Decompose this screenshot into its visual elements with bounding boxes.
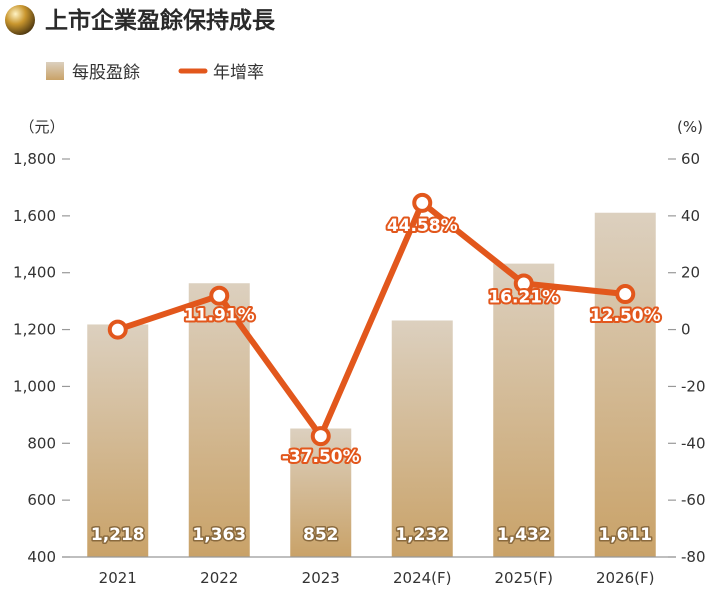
left-tick-label: 400 bbox=[27, 548, 56, 566]
growth-value-label: 16.21% bbox=[488, 287, 559, 307]
growth-line-series bbox=[107, 192, 636, 447]
growth-value-label: -37.50% bbox=[282, 447, 360, 467]
bars bbox=[87, 212, 656, 558]
x-tick-label: 2021 bbox=[99, 569, 137, 587]
right-tick-label: -80 bbox=[681, 548, 706, 566]
legend-label-growth: 年增率 bbox=[213, 63, 264, 83]
left-tick-label: 1,800 bbox=[13, 150, 56, 168]
growth-value-label: 44.58% bbox=[387, 216, 458, 236]
left-tick-label: 1,400 bbox=[13, 264, 56, 282]
right-tick-label: -40 bbox=[681, 434, 706, 452]
x-tick-label: 2022 bbox=[200, 569, 238, 587]
x-axis: 2021 2022 2023 2024(F) 2025(F) 2026(F) bbox=[99, 569, 655, 587]
legend-label-eps: 每股盈餘 bbox=[72, 63, 140, 83]
right-tick-label: 0 bbox=[681, 321, 691, 339]
legend: 每股盈餘 年增率 bbox=[46, 62, 264, 83]
eps-bar bbox=[493, 263, 555, 557]
left-axis: 400 600 800 1,000 1,200 1,400 1,600 1,800 bbox=[13, 150, 70, 566]
growth-point bbox=[310, 426, 331, 447]
left-tick-label: 1,000 bbox=[13, 377, 56, 395]
eps-value-label: 1,232 bbox=[395, 525, 449, 545]
x-tick-label: 2023 bbox=[302, 569, 340, 587]
x-tick-label: 2026(F) bbox=[596, 569, 655, 587]
left-tick-label: 600 bbox=[27, 491, 56, 509]
right-tick-label: -20 bbox=[681, 377, 706, 395]
eps-value-label: 1,363 bbox=[192, 525, 246, 545]
x-tick-label: 2025(F) bbox=[494, 569, 553, 587]
growth-point bbox=[412, 192, 433, 213]
legend-bar-swatch bbox=[46, 62, 64, 80]
right-axis: -80 -60 -40 -20 0 20 40 60 bbox=[668, 150, 706, 566]
eps-bar bbox=[391, 320, 453, 557]
chart-title: 上市企業盈餘保持成長 bbox=[45, 7, 276, 34]
eps-value-label: 852 bbox=[303, 525, 339, 545]
growth-point bbox=[107, 319, 128, 340]
growth-value-label: 12.50% bbox=[590, 306, 661, 326]
growth-line bbox=[114, 199, 629, 440]
eps-value-label: 1,611 bbox=[598, 525, 652, 545]
eps-bar bbox=[87, 324, 149, 557]
left-tick-label: 1,200 bbox=[13, 321, 56, 339]
x-tick-label: 2024(F) bbox=[393, 569, 452, 587]
left-tick-label: 1,600 bbox=[13, 207, 56, 225]
left-tick-label: 800 bbox=[27, 434, 56, 452]
growth-point bbox=[615, 284, 636, 305]
right-tick-label: 60 bbox=[681, 150, 700, 168]
right-tick-label: 40 bbox=[681, 207, 700, 225]
growth-point bbox=[513, 273, 534, 294]
right-axis-unit: (%) bbox=[677, 118, 703, 136]
right-tick-label: 20 bbox=[681, 264, 700, 282]
eps-bar bbox=[290, 428, 352, 557]
growth-point bbox=[209, 285, 230, 306]
bar-labels: 1,218 1,363 852 1,232 1,432 1,611 bbox=[89, 524, 653, 547]
growth-labels: 11.91% -37.50% 44.58% 16.21% 12.50% bbox=[182, 214, 663, 469]
right-tick-label: -60 bbox=[681, 491, 706, 509]
growth-value-label: 11.91% bbox=[184, 306, 255, 326]
gold-orb-icon bbox=[5, 5, 35, 35]
eps-value-label: 1,432 bbox=[497, 525, 551, 545]
left-axis-unit: （元） bbox=[19, 118, 64, 136]
eps-bar bbox=[594, 212, 656, 558]
eps-value-label: 1,218 bbox=[91, 525, 145, 545]
